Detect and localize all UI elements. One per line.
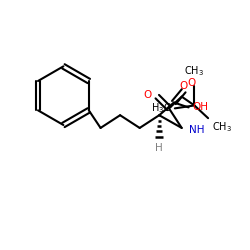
Text: CH$_3$: CH$_3$ [184, 64, 204, 78]
Text: O: O [180, 81, 188, 91]
Text: CH$_3$: CH$_3$ [212, 120, 232, 134]
Text: OH: OH [192, 102, 208, 113]
Text: NH: NH [188, 125, 204, 135]
Text: O: O [188, 78, 196, 88]
Text: H: H [155, 142, 163, 152]
Text: O: O [143, 90, 152, 100]
Text: H$_3$C: H$_3$C [151, 102, 171, 115]
